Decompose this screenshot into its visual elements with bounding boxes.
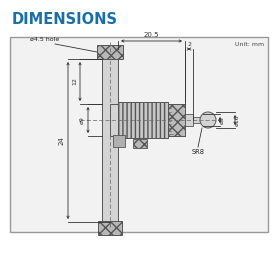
Circle shape — [200, 112, 216, 128]
Text: ø9: ø9 — [80, 116, 85, 124]
Bar — [113, 135, 125, 147]
Text: Unit: mm: Unit: mm — [235, 42, 264, 47]
Text: ø4.5 hole: ø4.5 hole — [30, 37, 59, 42]
Text: DIMENSIONS: DIMENSIONS — [12, 12, 118, 27]
Bar — [102, 59, 118, 222]
Text: 24: 24 — [59, 136, 65, 145]
Text: 20.5: 20.5 — [144, 32, 159, 38]
Bar — [168, 104, 185, 136]
Bar — [133, 139, 147, 148]
Text: SR8: SR8 — [192, 149, 205, 155]
Text: 12: 12 — [72, 78, 77, 85]
Bar — [193, 117, 203, 123]
Bar — [97, 45, 123, 59]
Text: ø16: ø16 — [235, 114, 240, 126]
Bar — [98, 221, 122, 235]
Text: ø8: ø8 — [220, 116, 225, 124]
Text: 2: 2 — [187, 42, 191, 47]
Bar — [110, 104, 185, 136]
Bar — [118, 102, 168, 138]
Bar — [10, 37, 268, 232]
Bar — [185, 114, 193, 126]
